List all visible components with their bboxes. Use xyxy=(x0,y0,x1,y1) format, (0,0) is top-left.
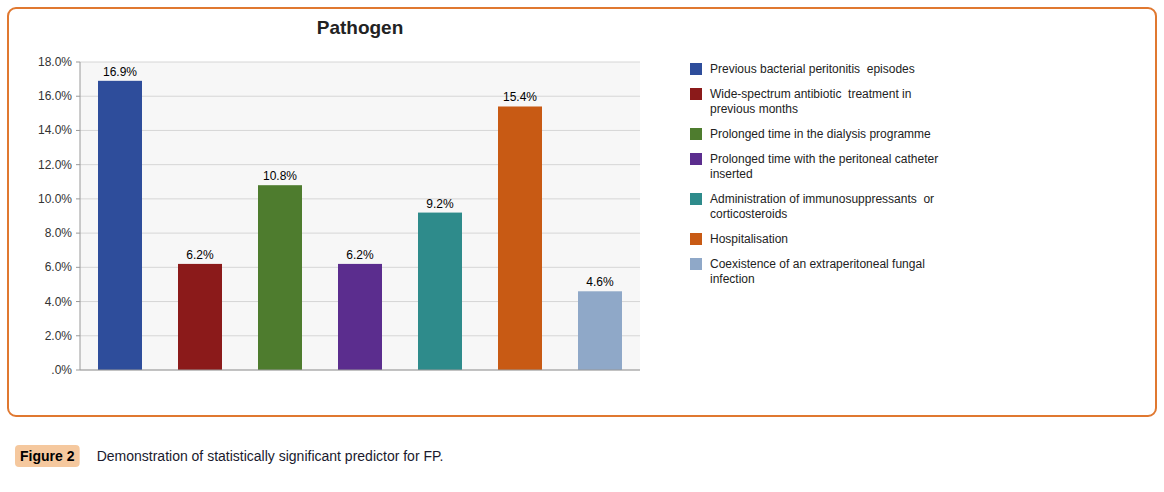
data-label: 15.4% xyxy=(503,90,537,104)
tick-label: 2.0% xyxy=(45,329,73,343)
bar xyxy=(258,185,302,370)
legend-entry: Wide-spectrum antibiotic treatment inpre… xyxy=(710,87,911,116)
bars xyxy=(98,81,622,370)
legend-swatch xyxy=(690,193,702,205)
tick-label: .0% xyxy=(51,363,72,377)
legend-swatch xyxy=(690,153,702,165)
grid-line xyxy=(80,370,640,371)
bar xyxy=(578,291,622,370)
grid-line xyxy=(80,198,640,199)
legend-swatch xyxy=(690,63,702,75)
caption-label-box xyxy=(15,445,80,467)
frame xyxy=(8,8,1156,416)
tick-mark xyxy=(76,96,80,97)
tick-mark xyxy=(76,301,80,302)
bar xyxy=(98,81,142,370)
tick-mark xyxy=(76,233,80,234)
legend-swatch xyxy=(690,233,702,245)
data-label: 6.2% xyxy=(186,248,214,262)
legend-swatch xyxy=(690,88,702,100)
legend-swatch xyxy=(690,258,702,270)
legend-entry: Hospitalisation xyxy=(710,232,788,246)
legend-entry: Prolonged time in the dialysis programme xyxy=(710,127,931,141)
tick-label: 6.0% xyxy=(45,260,73,274)
caption-label: Figure 2 xyxy=(20,448,75,464)
title: Pathogen xyxy=(317,17,404,38)
tick-label: 16.0% xyxy=(38,89,72,103)
tick-label: 8.0% xyxy=(45,226,73,240)
data-label: 16.9% xyxy=(103,65,137,79)
grid-line xyxy=(80,96,640,97)
legend: Previous bacterial peritonitis episodes W… xyxy=(690,62,938,286)
tick-mark xyxy=(76,164,80,165)
data-label: 6.2% xyxy=(346,248,374,262)
grid-line xyxy=(80,130,640,131)
bar xyxy=(338,264,382,370)
tick-mark xyxy=(76,198,80,199)
grid-line xyxy=(80,62,640,63)
tick-mark xyxy=(76,130,80,131)
tick-mark xyxy=(76,267,80,268)
tick-mark xyxy=(76,335,80,336)
legend-entry: Coexistence of an extraperitoneal fungal… xyxy=(710,257,925,286)
chart: Pathogen .0% 2.0% 4.0% 6.0% 8.0% 10.0% 12.0% 14.… xyxy=(0,0,1164,492)
legend-entry: Prolonged time with the peritoneal cathe… xyxy=(710,152,938,181)
grid-line xyxy=(80,164,640,165)
data-label: 9.2% xyxy=(426,197,454,211)
legend-entry: Previous bacterial peritonitis episodes xyxy=(710,62,915,76)
grid-line xyxy=(80,233,640,234)
tick-label: 10.0% xyxy=(38,192,72,206)
tick-label: 12.0% xyxy=(38,158,72,172)
data-label: 10.8% xyxy=(263,169,297,183)
data-label: 4.6% xyxy=(586,275,614,289)
tick-mark xyxy=(76,62,80,63)
legend-entry: Administration of immunosuppressants orc… xyxy=(710,192,934,221)
bar xyxy=(418,213,462,370)
legend-swatch xyxy=(690,128,702,140)
caption-text: Demonstration of statistically significa… xyxy=(97,448,444,464)
bar xyxy=(178,264,222,370)
tick-label: 14.0% xyxy=(38,123,72,137)
bar xyxy=(498,106,542,370)
tick-label: 18.0% xyxy=(38,55,72,69)
tick-mark xyxy=(76,370,80,371)
y-axis xyxy=(80,62,81,370)
tick-label: 4.0% xyxy=(45,295,73,309)
x-axis xyxy=(80,370,640,371)
plot-area xyxy=(80,62,640,370)
